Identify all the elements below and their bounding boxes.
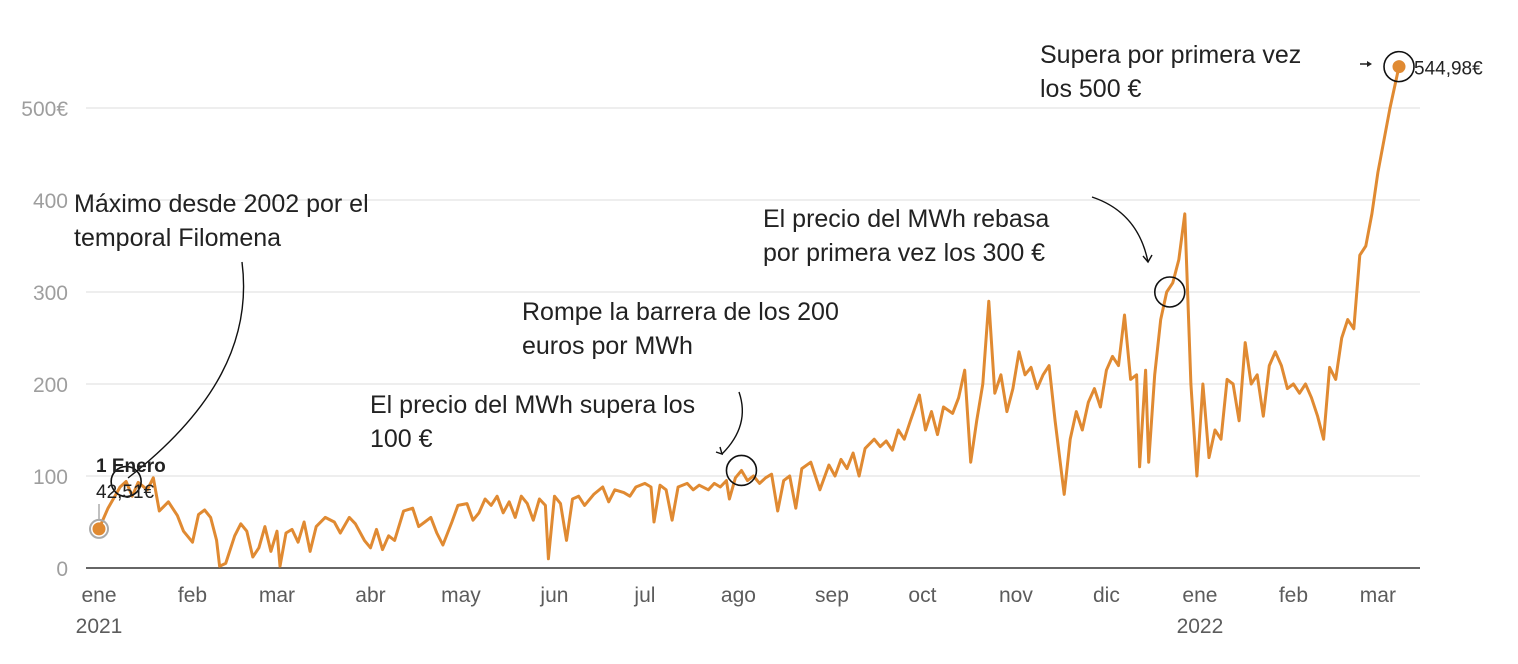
connector-filomena: [127, 261, 245, 479]
start-label-value: 42,51€: [96, 482, 155, 503]
connector-100-arrowhead: [715, 446, 724, 456]
x-tick-label: feb: [178, 584, 207, 607]
start-marker-dot: [92, 522, 106, 536]
connector-300-arrowhead: [1142, 254, 1153, 264]
x-tick-label: jun: [539, 584, 568, 607]
y-tick-label: 400: [33, 190, 68, 213]
x-tick-year-label: 2022: [1177, 615, 1224, 638]
x-tick-label: nov: [999, 584, 1033, 607]
highlight-circles: [89, 50, 1415, 539]
y-tick-label: 500€: [21, 98, 68, 121]
end-label-value: 544,98€: [1414, 59, 1483, 80]
connector-300: [1091, 196, 1149, 263]
x-tick-label: may: [441, 584, 481, 607]
gridlines: [86, 107, 1420, 569]
annotations: 1 Enero 42,51€ 544,98€ Máximo desde 2002 po…: [74, 41, 1483, 503]
annotation-connectors: [98, 61, 1372, 520]
annotation-filomena-line: Máximo desde 2002 por el: [74, 190, 369, 218]
x-tick-label: ago: [721, 584, 756, 607]
highlight-circle-first-300: [1153, 276, 1186, 308]
annotation-200-line: euros por MWh: [522, 332, 693, 360]
annotation-500-line: Supera por primera vez: [1040, 41, 1301, 69]
x-tick-label: ene: [1182, 584, 1217, 607]
annotation-100-line: 100 €: [370, 425, 433, 453]
x-tick-label: jul: [633, 584, 655, 607]
end-marker-dot: [1392, 60, 1406, 74]
x-tick-label: oct: [908, 584, 936, 607]
x-tick-label: mar: [1360, 584, 1396, 607]
price-line: [97, 65, 1401, 568]
x-axis-ticks: ene 2021 feb mar abr may jun jul ago sep oct nov dic…: [76, 584, 1396, 638]
y-tick-label: 100: [33, 466, 68, 489]
highlight-circle-first-100: [725, 454, 758, 487]
highlight-circle-filomena: [110, 465, 142, 498]
annotation-500-line: los 500 €: [1040, 75, 1142, 103]
x-tick-label: ene: [81, 584, 116, 607]
annotation-filomena-line: temporal Filomena: [74, 224, 281, 252]
start-marker-ring: [89, 518, 109, 539]
annotation-100-line: El precio del MWh supera los: [370, 391, 695, 419]
x-tick-label: mar: [259, 584, 295, 607]
price-series: [97, 65, 1401, 568]
y-axis-ticks: 0 100 200 300 400 500€: [21, 98, 68, 581]
highlight-circle-first-500: [1383, 50, 1415, 83]
start-label-title: 1 Enero: [96, 456, 166, 477]
annotation-200-line: Rompe la barrera de los 200: [522, 298, 839, 326]
connector-100: [721, 391, 744, 455]
end-arrow-head: [1367, 61, 1372, 67]
y-tick-label: 200: [33, 374, 68, 397]
x-tick-label: dic: [1093, 584, 1120, 607]
x-tick-label: sep: [815, 584, 849, 607]
y-tick-label: 300: [33, 282, 68, 305]
annotation-300-line: El precio del MWh rebasa: [763, 205, 1049, 233]
annotation-300-line: por primera vez los 300 €: [763, 239, 1045, 267]
x-tick-year-label: 2021: [76, 615, 123, 638]
y-tick-label: 0: [56, 558, 68, 581]
x-tick-label: abr: [355, 584, 385, 607]
x-tick-label: feb: [1279, 584, 1308, 607]
